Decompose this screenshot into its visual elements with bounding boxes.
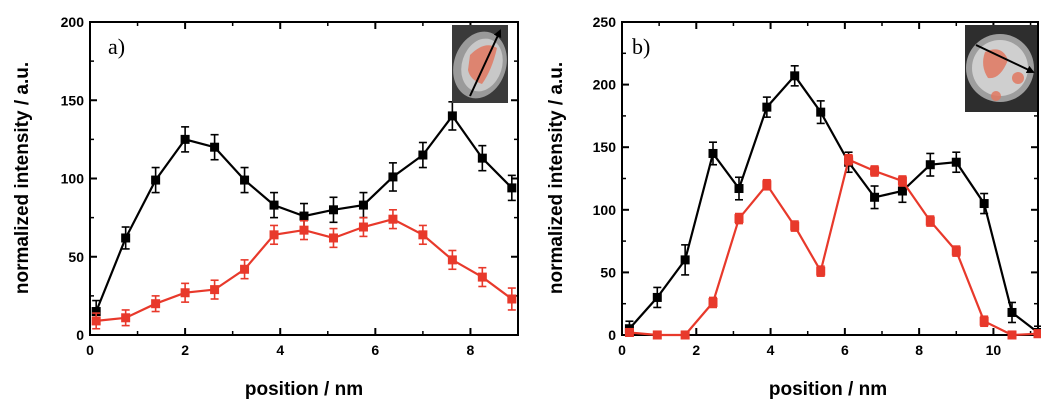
data-point xyxy=(388,172,397,181)
data-point xyxy=(980,199,989,208)
data-point xyxy=(210,285,219,294)
data-point xyxy=(709,149,718,158)
y-tick-label: 50 xyxy=(600,264,616,280)
data-point xyxy=(816,267,825,276)
data-point xyxy=(181,135,190,144)
data-point xyxy=(681,331,690,340)
data-point xyxy=(898,187,907,196)
panel-label-b: b) xyxy=(632,34,650,59)
x-tick-label: 8 xyxy=(915,342,923,358)
data-point xyxy=(735,214,744,223)
data-point xyxy=(151,299,160,308)
data-point xyxy=(653,293,662,302)
data-point xyxy=(1034,329,1041,338)
data-point xyxy=(300,226,309,235)
panel-label-a: a) xyxy=(108,34,125,59)
data-point xyxy=(816,108,825,117)
data-point xyxy=(121,233,130,242)
data-point xyxy=(388,215,397,224)
inset-image-b xyxy=(965,25,1037,112)
y-axis-label-a: normalized intensity / a.u. xyxy=(12,62,33,294)
data-point xyxy=(952,158,961,167)
y-axis-label-b: normalized intensity / a.u. xyxy=(546,62,567,294)
data-point xyxy=(681,255,690,264)
y-tick-label: 250 xyxy=(593,14,617,30)
y-tick-label: 150 xyxy=(593,139,617,155)
y-tick-label: 150 xyxy=(61,92,85,108)
y-tick-label: 100 xyxy=(593,202,617,218)
data-point xyxy=(870,193,879,202)
data-point xyxy=(92,316,101,325)
x-tick-label: 2 xyxy=(692,342,700,358)
data-point xyxy=(329,233,338,242)
y-tick-label: 200 xyxy=(593,77,617,93)
y-tick-label: 50 xyxy=(68,249,84,265)
y-tick-label: 100 xyxy=(61,171,85,187)
x-tick-label: 4 xyxy=(767,342,775,358)
data-point xyxy=(359,223,368,232)
x-axis-label-a: position / nm xyxy=(245,379,363,400)
data-point xyxy=(709,298,718,307)
x-tick-label: 2 xyxy=(181,342,189,358)
data-point xyxy=(1008,308,1017,317)
data-point xyxy=(418,151,427,160)
x-tick-label: 6 xyxy=(371,342,379,358)
data-point xyxy=(478,273,487,282)
data-point xyxy=(625,328,634,337)
data-point xyxy=(980,317,989,326)
data-point xyxy=(210,143,219,152)
series-line-b-2 xyxy=(629,160,1038,335)
data-point xyxy=(653,331,662,340)
data-point xyxy=(762,103,771,112)
x-tick-label: 6 xyxy=(841,342,849,358)
x-axis-label-b: position / nm xyxy=(769,379,887,400)
data-point xyxy=(898,177,907,186)
data-point xyxy=(240,265,249,274)
data-point xyxy=(790,222,799,231)
data-point xyxy=(121,313,130,322)
x-tick-label: 10 xyxy=(986,342,1002,358)
inset-image-a xyxy=(445,25,515,106)
x-tick-label: 0 xyxy=(86,342,94,358)
data-point xyxy=(790,71,799,80)
data-point xyxy=(1008,331,1017,340)
x-tick-label: 4 xyxy=(276,342,284,358)
data-point xyxy=(844,155,853,164)
x-tick-label: 0 xyxy=(618,342,626,358)
x-tick-label: 8 xyxy=(467,342,475,358)
data-point xyxy=(926,217,935,226)
y-tick-label: 200 xyxy=(61,14,85,30)
data-point xyxy=(735,184,744,193)
data-point xyxy=(240,176,249,185)
data-point xyxy=(181,288,190,297)
data-point xyxy=(151,176,160,185)
data-point xyxy=(448,111,457,120)
data-point xyxy=(418,230,427,239)
data-point xyxy=(478,154,487,163)
series-line-b-1 xyxy=(629,76,1038,333)
data-point xyxy=(300,212,309,221)
y-tick-label: 0 xyxy=(608,327,616,343)
chart-panel-a: 0 2 4 6 8 0 50 100 150 200 a) position / nm norma… xyxy=(12,14,518,400)
data-point xyxy=(870,166,879,175)
y-tick-label: 0 xyxy=(76,327,84,343)
data-point xyxy=(952,247,961,256)
data-point xyxy=(270,201,279,210)
data-point xyxy=(762,180,771,189)
data-point xyxy=(507,183,516,192)
data-point xyxy=(359,201,368,210)
data-point xyxy=(507,295,516,304)
data-point xyxy=(270,230,279,239)
data-point xyxy=(329,205,338,214)
data-point xyxy=(926,160,935,169)
data-point xyxy=(448,255,457,264)
